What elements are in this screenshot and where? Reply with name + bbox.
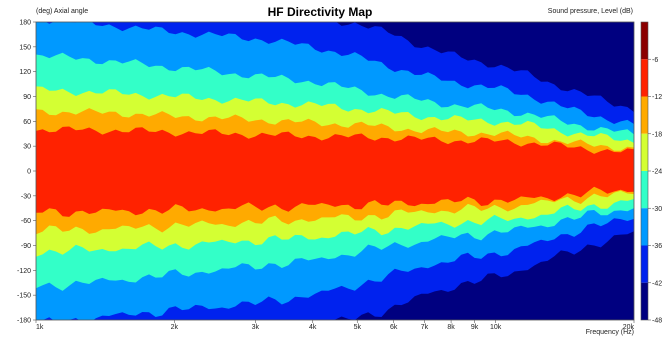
heatmap-contour-fills xyxy=(36,22,634,320)
x-tick-label: 3k xyxy=(252,324,260,331)
colorbar-segment xyxy=(641,133,648,171)
y-tick-label: -90 xyxy=(21,243,31,250)
x-tick-label: 8k xyxy=(447,324,455,331)
colorbar-label: Sound pressure, Level (dB) xyxy=(548,8,633,15)
y-tick-label: 150 xyxy=(19,44,31,51)
y-tick-label: -180 xyxy=(17,318,31,325)
colorbar-segment xyxy=(641,245,648,283)
x-tick-label: 2k xyxy=(171,324,179,331)
x-tick-label: 20k xyxy=(623,324,635,331)
y-tick-label: -60 xyxy=(21,218,31,225)
x-axis-label: Frequency (Hz) xyxy=(586,329,634,336)
x-tick-label: 10k xyxy=(490,324,502,331)
colorbar: -6 -12 -18 -24 -30 -36 -42 -48 xyxy=(640,21,662,325)
contour-band-6db xyxy=(36,126,634,217)
colorbar-tick-label: -24 xyxy=(652,169,662,176)
x-tick-label: 5k xyxy=(354,324,362,331)
colorbar-tick-label: -42 xyxy=(652,280,662,287)
colorbar-tick-label: -30 xyxy=(652,206,662,213)
colorbar-tick-label: -12 xyxy=(652,94,662,101)
x-tick-label: 9k xyxy=(471,324,479,331)
colorbar-tick-label: -36 xyxy=(652,243,662,250)
x-tick-label: 4k xyxy=(309,324,317,331)
colorbar-segment xyxy=(641,171,648,209)
y-tick-label: -30 xyxy=(21,193,31,200)
colorbar-segment xyxy=(641,59,648,97)
y-tick-label: 30 xyxy=(23,144,31,151)
colorbar-segment xyxy=(641,22,648,60)
y-tick-label: -120 xyxy=(17,268,31,275)
x-axis-ticks: 1k 2k 3k 4k 5k 6k 7k 8k 9k 10k 20k xyxy=(35,320,635,331)
colorbar-segment xyxy=(641,208,648,246)
y-tick-label: 0 xyxy=(27,169,31,176)
colorbar-tick-label: -48 xyxy=(652,318,662,325)
y-tick-label: 90 xyxy=(23,94,31,101)
y-tick-label: -150 xyxy=(17,293,31,300)
colorbar-segment xyxy=(641,282,648,320)
x-tick-label: 1k xyxy=(36,324,44,331)
y-tick-label: 180 xyxy=(19,20,31,27)
x-tick-label: 7k xyxy=(421,324,429,331)
y-tick-label: 60 xyxy=(23,119,31,126)
x-tick-label: 6k xyxy=(390,324,398,331)
y-axis-label: (deg) Axial angle xyxy=(36,8,88,15)
y-axis-ticks: 180 150 120 90 60 30 0 -30 -60 -90 -120 -150 -180 xyxy=(17,20,36,325)
colorbar-segment xyxy=(641,96,648,134)
colorbar-tick-label: -18 xyxy=(652,131,662,138)
colorbar-tick-label: -6 xyxy=(652,57,658,64)
chart-title: HF Directivity Map xyxy=(268,5,373,19)
y-tick-label: 120 xyxy=(19,69,31,76)
